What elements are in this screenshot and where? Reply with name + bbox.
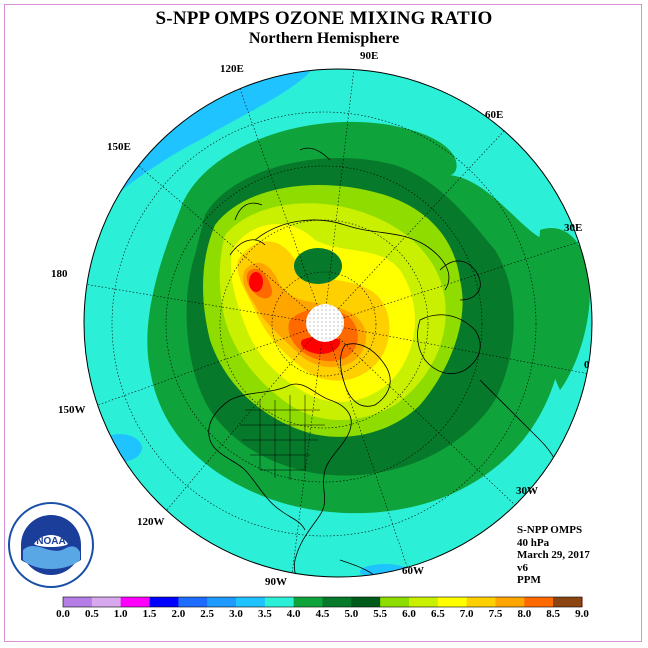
colorbar-swatch: [524, 597, 554, 607]
info-version: v6: [517, 561, 528, 574]
lon-label-180: 180: [51, 268, 68, 280]
ozone-field: [84, 69, 592, 577]
colorbar-tick-label: 4.0: [286, 608, 301, 620]
colorbar-tick-label: 4.5: [315, 608, 330, 620]
lon-label-120e: 120E: [220, 63, 244, 75]
noaa-logo-wordmark: NOAA: [36, 536, 65, 547]
colorbar-swatch: [63, 597, 93, 607]
colorbar-swatch: [322, 597, 352, 607]
pole-missing-data: [306, 304, 344, 342]
map-title: S-NPP OMPS OZONE MIXING RATIO: [155, 8, 493, 29]
latitude-circles: [111, 111, 537, 537]
lon-label-60w: 60W: [402, 565, 424, 577]
colorbar-tick-label: 7.5: [488, 608, 503, 620]
figure-frame: [4, 4, 642, 642]
colorbar-swatch: [149, 597, 179, 607]
colorbar-swatch: [236, 597, 266, 607]
colorbar-swatch: [553, 597, 582, 607]
meridians: [84, 69, 592, 577]
info-block: S-NPP OMPS 40 hPa March 29, 2017 v6 PPM: [517, 524, 590, 587]
lon-label-90w: 90W: [265, 576, 287, 588]
info-date: March 29, 2017: [517, 549, 590, 561]
colorbar-swatch: [380, 597, 410, 607]
colorbar-tick-label: 2.0: [171, 608, 186, 620]
colorbar-swatch: [120, 597, 150, 607]
colorbar-swatch: [293, 597, 323, 607]
map-subtitle: Northern Hemisphere: [248, 30, 400, 47]
colorbar-tick-label: 0.5: [84, 608, 99, 620]
colorbar: [62, 596, 583, 608]
colorbar-swatch: [495, 597, 525, 607]
colorbar-swatch: [264, 597, 295, 607]
map-border: [83, 68, 593, 578]
colorbar-tick-label: 0.0: [56, 608, 70, 620]
colorbar-swatch: [178, 597, 208, 607]
colorbar-tick-label: 3.5: [257, 608, 272, 620]
ozone-region-low-pocket: [294, 248, 342, 284]
lon-label-30e: 30E: [564, 222, 583, 234]
colorbar-swatch: [207, 597, 237, 607]
lon-label-0: 0: [584, 359, 590, 371]
colorbar-tick-label: 8.5: [546, 608, 561, 620]
lon-label-60e: 60E: [485, 109, 504, 121]
colorbar-tick-label: 6.0: [402, 608, 416, 620]
noaa-logo: NOAA: [8, 502, 94, 588]
lon-label-150e: 150E: [107, 141, 131, 153]
colorbar-tick-label: 7.0: [459, 608, 474, 620]
info-units: PPM: [517, 574, 541, 586]
colorbar-swatch: [91, 597, 122, 607]
lon-label-30w: 30W: [516, 485, 538, 497]
colorbar-tick-label: 5.0: [344, 608, 359, 620]
colorbar-tick-label: 1.5: [142, 608, 157, 620]
colorbar-swatch: [409, 597, 439, 607]
colorbar-tick-label: 8.0: [517, 608, 532, 620]
colorbar-tick-label: 9.0: [575, 608, 589, 620]
lon-label-90e: 90E: [360, 50, 379, 62]
colorbar-swatch: [437, 597, 468, 607]
ozone-region-4.0-b: [538, 228, 590, 390]
colorbar-tick-label: 5.5: [373, 608, 388, 620]
info-level: 40 hPa: [517, 536, 550, 549]
lon-label-150w: 150W: [58, 404, 86, 416]
colorbar-border: [62, 596, 583, 608]
info-instrument: S-NPP OMPS: [517, 524, 583, 536]
us-states: [240, 395, 325, 480]
colorbar-swatch: [466, 597, 496, 607]
colorbar-tick-label: 1.0: [113, 608, 128, 620]
colorbar-tick-label: 3.0: [229, 608, 243, 620]
ozone-region-8.0-a: [249, 272, 263, 292]
lon-label-120w: 120W: [137, 516, 165, 528]
ozone-region-3.0-b: [98, 434, 142, 462]
colorbar-swatch: [351, 597, 381, 607]
colorbar-tick-label: 6.5: [430, 608, 445, 620]
colorbar-tick-label: 2.5: [200, 608, 215, 620]
